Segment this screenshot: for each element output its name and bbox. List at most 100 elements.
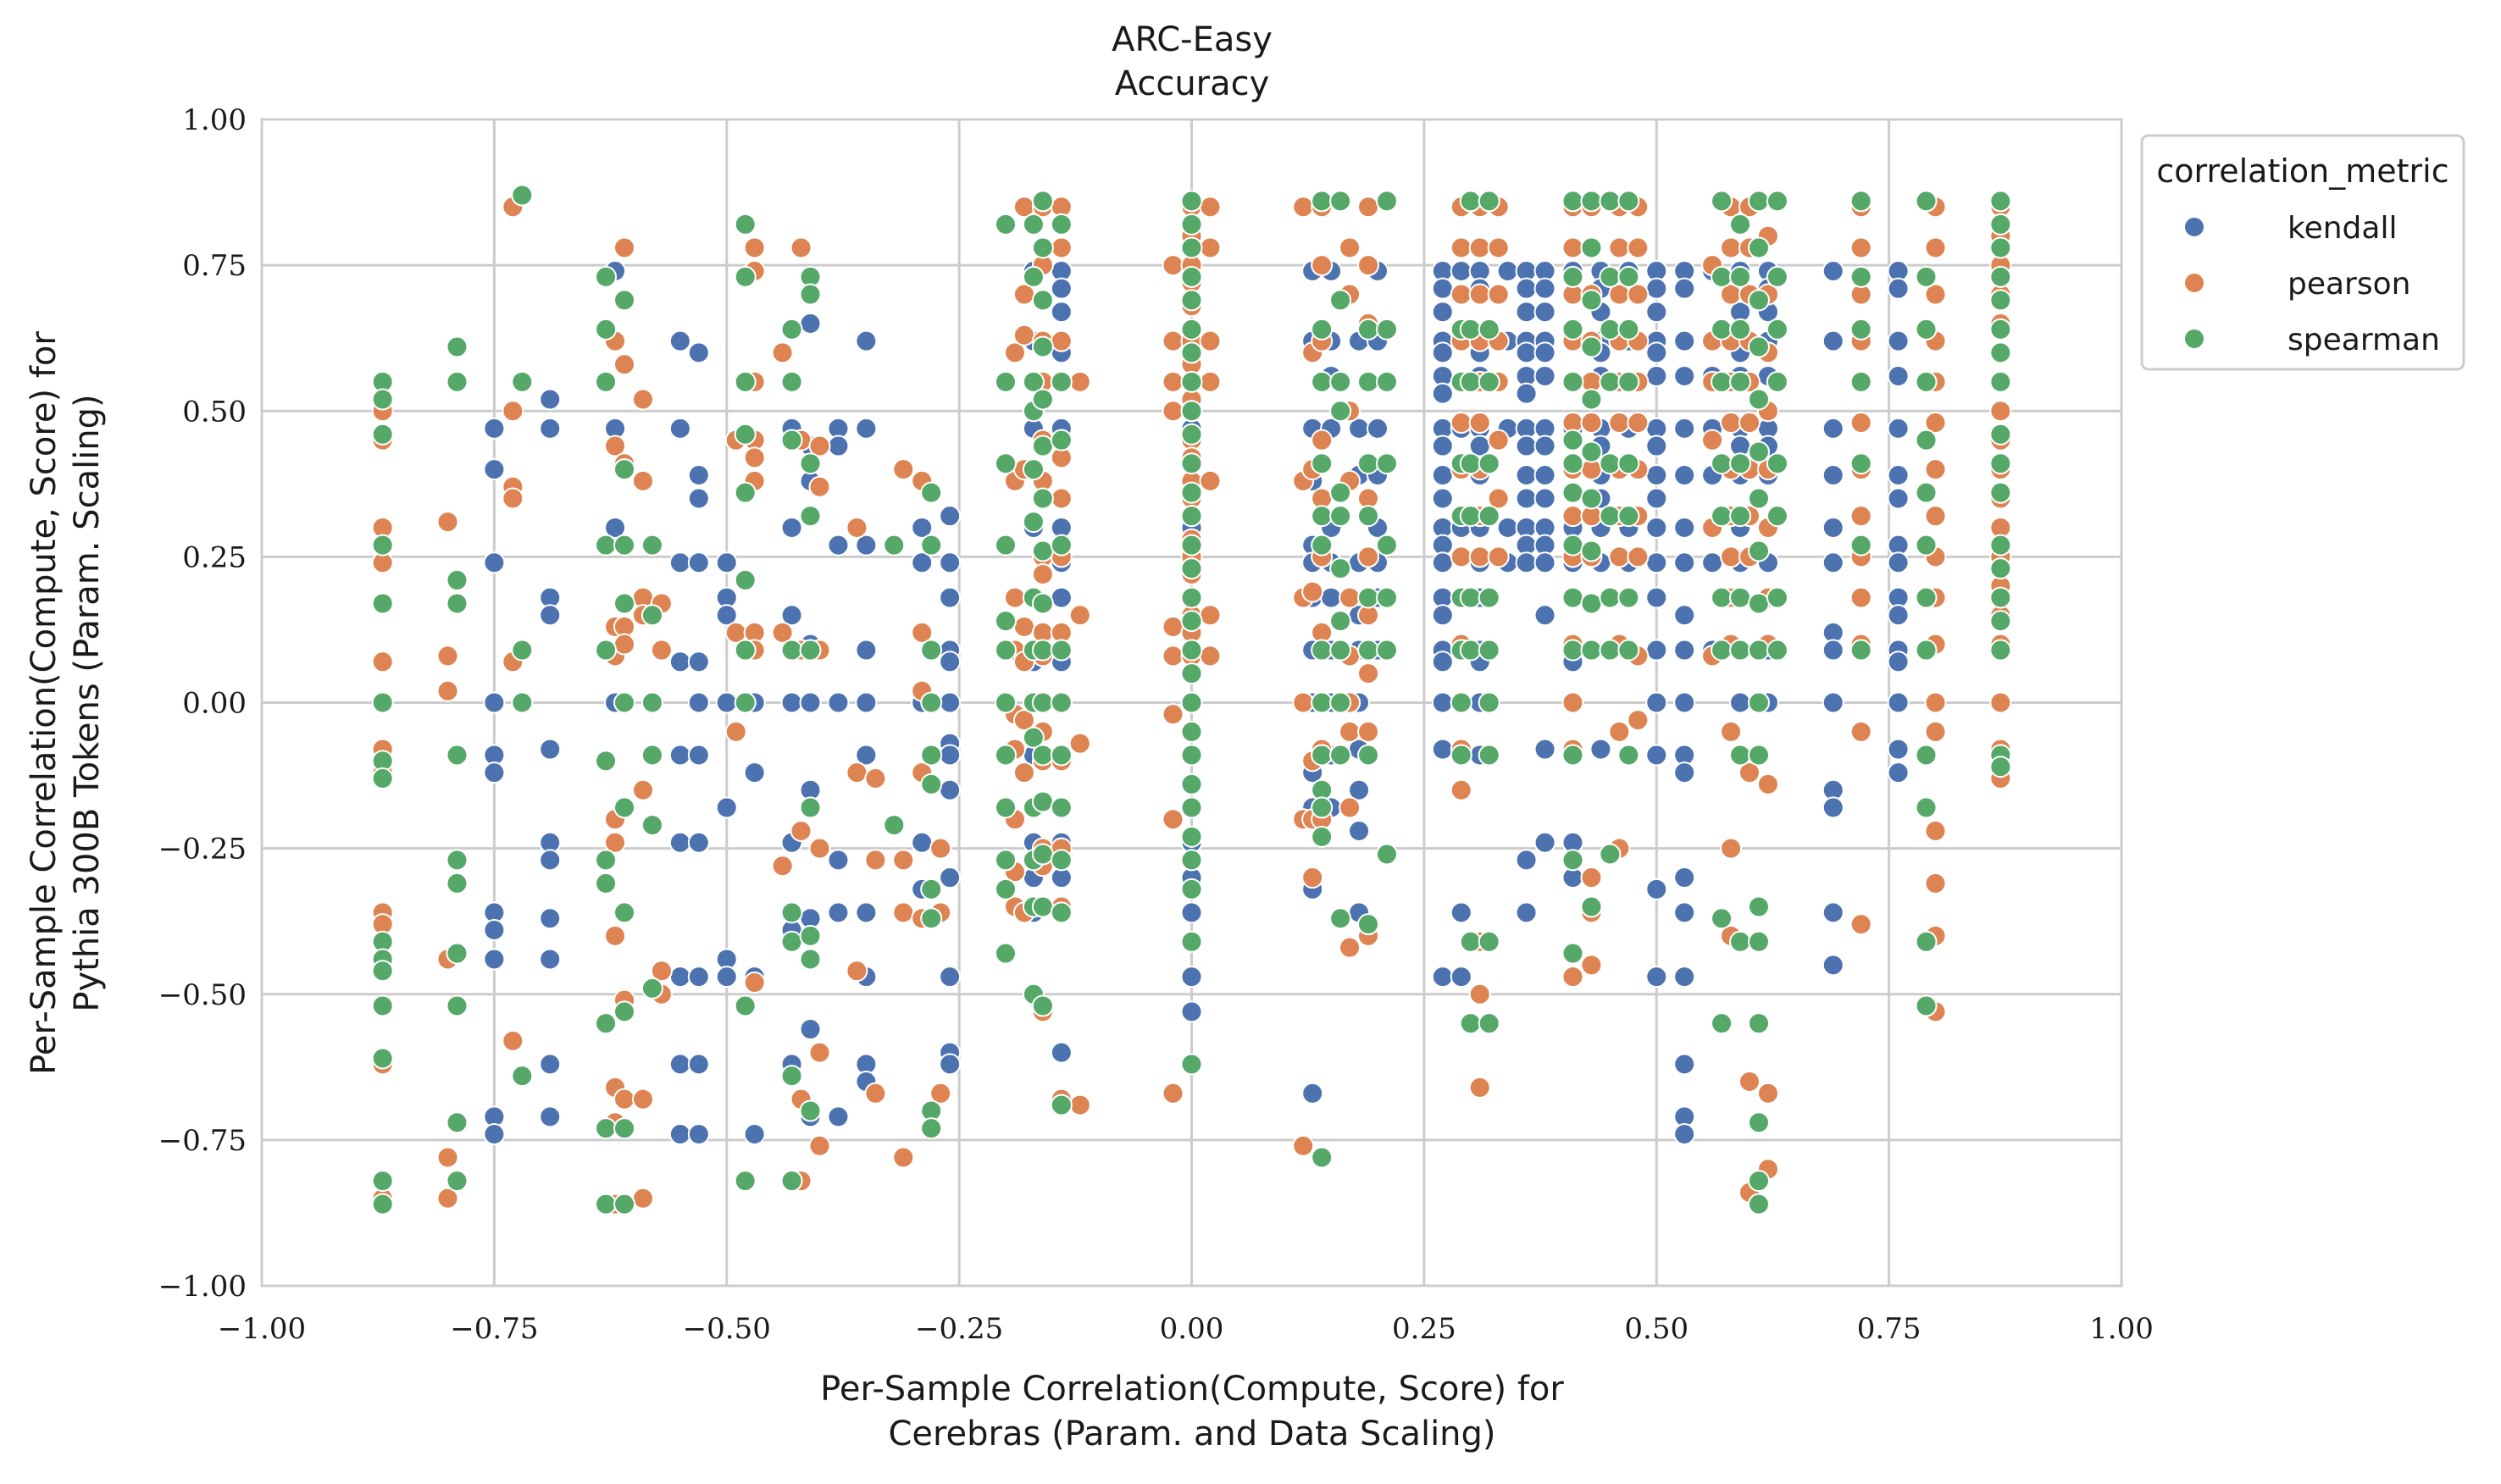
data-point-pearson xyxy=(1989,400,2012,423)
data-point-kendall xyxy=(939,586,962,609)
data-point-spearman xyxy=(1729,505,1752,528)
data-point-spearman xyxy=(446,849,469,872)
data-point-kendall xyxy=(855,691,878,714)
data-point-kendall xyxy=(539,738,562,761)
data-point-spearman xyxy=(780,429,803,451)
data-point-spearman xyxy=(1989,452,2012,475)
data-point-spearman xyxy=(780,1065,803,1088)
data-point-kendall xyxy=(1431,435,1454,457)
data-point-kendall xyxy=(1673,966,1696,988)
data-point-kendall xyxy=(1822,260,1844,283)
data-point-kendall xyxy=(1645,487,1668,510)
data-point-kendall xyxy=(687,487,710,510)
data-point-pearson xyxy=(1608,720,1631,743)
data-point-pearson xyxy=(911,621,934,644)
data-point-spearman xyxy=(920,744,943,767)
data-point-spearman xyxy=(1617,639,1640,662)
data-point-pearson xyxy=(1199,329,1222,352)
data-point-spearman xyxy=(1915,994,1938,1017)
data-point-pearson xyxy=(1738,1071,1761,1094)
data-point-spearman xyxy=(511,639,534,662)
data-point-spearman xyxy=(1915,370,1938,393)
data-point-pearson xyxy=(1487,236,1510,259)
x-tick-label: 1.00 xyxy=(2089,1312,2154,1346)
data-point-pearson xyxy=(846,516,868,539)
legend-label-pearson: pearson xyxy=(2288,267,2410,302)
data-point-spearman xyxy=(1478,639,1500,662)
data-point-spearman xyxy=(1180,1053,1203,1076)
data-point-spearman xyxy=(1180,662,1203,685)
data-point-pearson xyxy=(1199,370,1222,393)
data-point-kendall xyxy=(668,1053,691,1076)
data-point-spearman xyxy=(1729,930,1752,953)
y-axis-label: Per-Sample Correlation(Compute, Score) f… xyxy=(25,331,107,1075)
data-point-pearson xyxy=(1162,808,1184,831)
data-point-spearman xyxy=(1711,265,1733,288)
data-point-spearman xyxy=(1766,452,1788,475)
data-point-pearson xyxy=(1339,720,1361,743)
data-point-spearman xyxy=(1989,213,2012,235)
data-point-pearson xyxy=(1162,400,1184,423)
data-point-kendall xyxy=(668,831,691,854)
data-point-spearman xyxy=(371,994,394,1017)
data-point-spearman xyxy=(920,639,943,662)
data-point-pearson xyxy=(1720,236,1743,259)
data-point-spearman xyxy=(1989,370,2012,393)
data-point-kendall xyxy=(780,604,803,627)
data-point-kendall xyxy=(539,1053,562,1076)
data-point-spearman xyxy=(1747,487,1770,510)
data-point-spearman xyxy=(1180,639,1203,662)
data-point-kendall xyxy=(855,744,878,767)
data-point-spearman xyxy=(1180,236,1203,259)
data-point-spearman xyxy=(1849,318,1872,341)
data-point-spearman xyxy=(920,772,943,795)
data-point-kendall xyxy=(483,919,506,942)
data-point-spearman xyxy=(371,1193,394,1215)
data-point-kendall xyxy=(1645,463,1668,486)
data-point-kendall xyxy=(911,551,934,574)
data-point-pearson xyxy=(771,855,794,878)
data-point-kendall xyxy=(715,691,738,714)
data-point-pearson xyxy=(650,639,673,662)
data-point-kendall xyxy=(1887,277,1910,300)
data-point-kendall xyxy=(827,534,850,556)
data-point-pearson xyxy=(1487,429,1510,451)
data-point-pearson xyxy=(1627,709,1650,732)
data-point-spearman xyxy=(613,796,636,819)
data-point-spearman xyxy=(446,1170,469,1193)
data-point-kendall xyxy=(1050,301,1073,324)
data-point-pearson xyxy=(502,400,524,423)
data-point-spearman xyxy=(1711,190,1733,213)
data-point-spearman xyxy=(371,960,394,983)
data-point-spearman xyxy=(1711,505,1733,528)
data-point-kendall xyxy=(1822,639,1844,662)
data-point-spearman xyxy=(1050,639,1073,662)
data-point-pearson xyxy=(1468,983,1491,1005)
data-point-kendall xyxy=(1822,551,1844,574)
data-point-spearman xyxy=(1580,440,1603,463)
data-point-spearman xyxy=(1180,452,1203,475)
data-point-kendall xyxy=(668,1122,691,1145)
data-point-spearman xyxy=(371,691,394,714)
data-point-pearson xyxy=(1068,732,1091,755)
data-point-spearman xyxy=(595,872,618,894)
data-point-kendall xyxy=(668,651,691,673)
data-point-spearman xyxy=(371,1170,394,1193)
data-point-kendall xyxy=(1589,738,1612,761)
data-point-spearman xyxy=(1357,639,1380,662)
data-point-spearman xyxy=(1311,505,1334,528)
data-point-spearman xyxy=(1459,452,1482,475)
data-point-kendall xyxy=(1645,551,1668,574)
data-point-spearman xyxy=(511,691,534,714)
data-point-kendall xyxy=(939,691,962,714)
data-point-spearman xyxy=(1747,289,1770,312)
data-point-kendall xyxy=(1887,551,1910,574)
data-point-spearman xyxy=(446,994,469,1017)
data-point-kendall xyxy=(715,966,738,988)
data-point-spearman xyxy=(1989,190,2012,213)
data-point-kendall xyxy=(855,329,878,352)
data-point-spearman xyxy=(595,1193,618,1215)
data-point-spearman xyxy=(1747,1193,1770,1215)
data-point-kendall xyxy=(1515,301,1538,324)
data-point-spearman xyxy=(1180,796,1203,819)
